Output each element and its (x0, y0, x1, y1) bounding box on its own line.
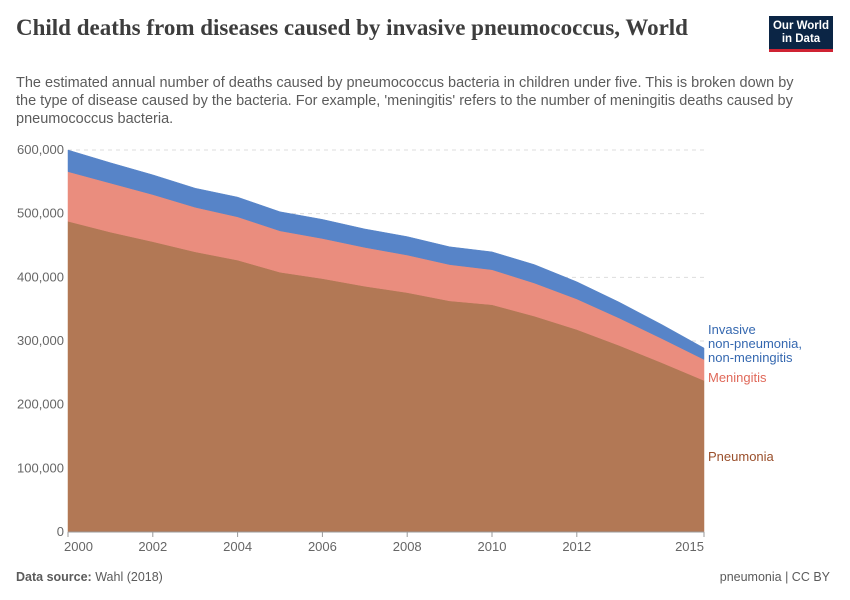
x-tick-label: 2000 (64, 539, 93, 554)
axes: 0 100,000 200,000 300,000 400,000 500,000 600,… (17, 142, 705, 554)
y-tick-label: 300,000 (17, 333, 64, 348)
label-line: Invasive (708, 322, 756, 337)
y-tick-label: 200,000 (17, 397, 64, 412)
logo-line-2: in Data (781, 33, 821, 45)
label-invasive[interactable]: Invasive non-pneumonia, non-meningitis (708, 322, 802, 365)
license-note[interactable]: pneumonia | CC BY (719, 570, 830, 584)
owid-logo[interactable]: Our World in Data (769, 16, 833, 52)
invasive-area[interactable] (67, 149, 705, 360)
x-tick-label: 2015 (675, 539, 704, 554)
data-source-label: Data source: (16, 570, 92, 584)
chart-subtitle: The estimated annual number of deaths ca… (16, 75, 794, 127)
x-tick-label: 2008 (393, 539, 422, 554)
data-source-link[interactable]: Wahl (2018) (95, 570, 163, 584)
x-tick-label: 2012 (562, 539, 591, 554)
label-meningitis[interactable]: Meningitis (708, 370, 767, 385)
y-tick-label: 500,000 (17, 206, 64, 221)
label-line: non-pneumonia, (708, 336, 802, 351)
data-source: Data source: Wahl (2018) (16, 570, 163, 584)
logo-line-1: Our World (772, 20, 829, 32)
chart-title: Child deaths from diseases caused by inv… (16, 15, 688, 40)
label-pneumonia[interactable]: Pneumonia (708, 449, 775, 464)
label-line: non-meningitis (708, 350, 793, 365)
y-tick-label: 100,000 (17, 460, 64, 475)
area-series (67, 149, 705, 533)
y-tick-label: 400,000 (17, 269, 64, 284)
x-tick-label: 2006 (308, 539, 337, 554)
stacked-area-chart: 0 100,000 200,000 300,000 400,000 500,000 600,… (17, 142, 802, 554)
x-tick-label: 2010 (478, 539, 507, 554)
label-line: Meningitis (708, 370, 767, 385)
x-tick-label: 2002 (138, 539, 167, 554)
series-labels: Pneumonia Meningitis Invasive non-pneumonia… (708, 322, 802, 464)
y-tick-label: 600,000 (17, 142, 64, 157)
y-tick-label: 0 (57, 524, 64, 539)
x-tick-label: 2004 (223, 539, 252, 554)
label-line: Pneumonia (708, 449, 775, 464)
